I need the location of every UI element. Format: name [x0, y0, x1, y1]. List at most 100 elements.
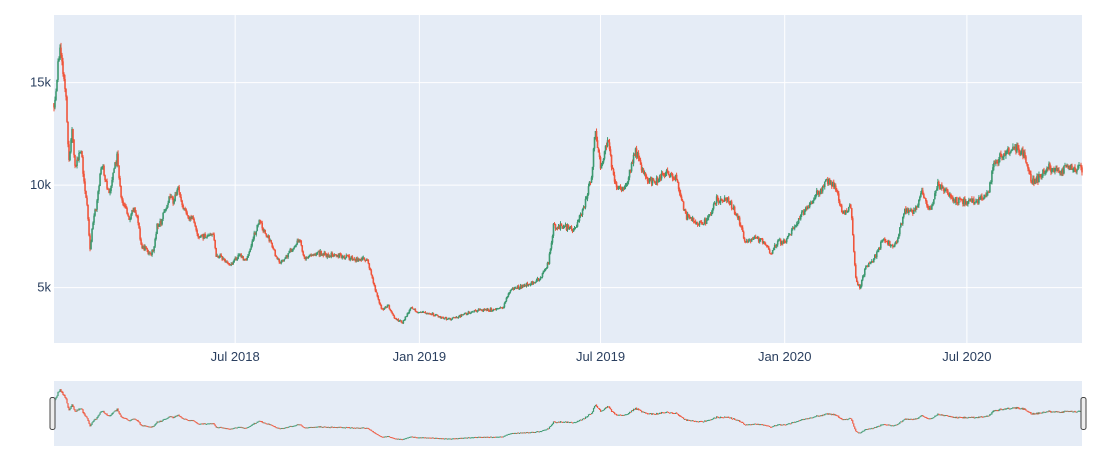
candle-body	[859, 285, 862, 289]
candle-body	[823, 181, 826, 187]
candle-body	[149, 253, 151, 255]
candle-body	[477, 309, 480, 311]
candle-body	[982, 198, 984, 200]
candle-body	[406, 313, 409, 317]
candle-body	[238, 254, 240, 256]
candle-body	[1071, 165, 1073, 170]
candle-body	[263, 229, 266, 232]
candle-body	[487, 308, 490, 311]
candle-body	[419, 312, 422, 314]
candle-body	[259, 220, 262, 223]
candle-body	[416, 311, 419, 313]
candle-body	[582, 207, 585, 210]
candle-body	[228, 263, 230, 265]
candle-body	[974, 202, 976, 204]
candle-body	[311, 254, 314, 256]
candle-body	[184, 208, 186, 210]
candle-body	[496, 308, 499, 310]
candle-body	[696, 223, 699, 225]
candle-body	[103, 165, 105, 176]
candle-body	[530, 281, 533, 285]
candle-body	[533, 282, 536, 284]
candle-body	[697, 224, 700, 226]
candle-body	[917, 205, 919, 208]
candle-body	[699, 221, 702, 223]
candle-body	[846, 210, 849, 213]
candle-body	[756, 236, 759, 239]
candle-body	[503, 303, 506, 308]
candle-body	[509, 290, 512, 293]
candle-body	[631, 162, 634, 164]
candle-body	[372, 278, 375, 283]
candle-body	[1009, 152, 1011, 154]
candle-body	[485, 309, 488, 311]
candle-body	[1000, 153, 1002, 157]
candle-body	[850, 208, 853, 219]
candle-body	[565, 224, 568, 231]
candle-body	[1077, 165, 1079, 170]
range-slider-right-handle[interactable]	[1080, 397, 1087, 430]
candle-body	[201, 235, 203, 237]
candle-body	[467, 311, 470, 315]
candle-body	[469, 312, 472, 314]
candle-body	[183, 208, 185, 210]
candle-body	[901, 223, 903, 225]
candle-body	[168, 196, 170, 203]
candle-body	[64, 79, 66, 89]
candle-body	[290, 248, 293, 252]
candle-body	[650, 177, 653, 184]
candle-body	[550, 242, 553, 249]
candle-body	[564, 224, 567, 226]
candle-body	[68, 144, 70, 160]
candle-body	[592, 148, 595, 167]
candle-body	[1042, 169, 1044, 176]
candle-body	[1075, 170, 1077, 172]
candle-body	[356, 258, 359, 262]
candle-body	[741, 227, 744, 232]
candle-body	[299, 239, 302, 241]
candle-body	[752, 238, 755, 240]
candle-body	[781, 241, 784, 244]
candle-body	[851, 218, 854, 236]
candle-body	[187, 215, 189, 218]
candle-body	[399, 320, 402, 322]
candle-body	[223, 258, 225, 260]
candle-body	[195, 226, 197, 231]
candle-body	[1044, 173, 1046, 175]
candle-body	[962, 200, 964, 205]
candle-body	[158, 224, 160, 227]
candle-body	[1047, 167, 1049, 169]
candle-body	[519, 285, 522, 289]
candle-body	[580, 214, 583, 216]
candle-body	[679, 192, 682, 197]
candle-body	[53, 103, 55, 108]
candle-body	[1002, 156, 1004, 158]
candle-body	[837, 193, 840, 201]
candle-body	[193, 219, 195, 223]
candle-body	[799, 215, 802, 220]
candle-body	[649, 177, 652, 179]
candle-body	[1012, 146, 1014, 150]
candle-body	[125, 205, 127, 209]
candle-body	[155, 233, 157, 239]
range-slider[interactable]	[49, 381, 1087, 446]
candle-body	[633, 154, 636, 156]
candle-body	[857, 284, 860, 286]
candle-body	[508, 292, 511, 294]
candle-body	[243, 259, 245, 261]
candle-body	[839, 204, 842, 206]
candle-body	[63, 73, 65, 80]
candle-body	[298, 239, 301, 243]
candle-body	[56, 79, 58, 92]
candle-body	[732, 206, 735, 209]
candle-body	[140, 239, 142, 245]
candle-body	[600, 164, 603, 169]
candle-body	[807, 206, 810, 208]
candle-body	[222, 258, 224, 260]
candle-body	[234, 258, 236, 260]
range-slider-left-handle[interactable]	[49, 397, 56, 430]
candle-body	[990, 182, 992, 184]
candle-body	[643, 173, 646, 175]
candle-body	[568, 228, 571, 230]
candle-body	[329, 255, 332, 258]
